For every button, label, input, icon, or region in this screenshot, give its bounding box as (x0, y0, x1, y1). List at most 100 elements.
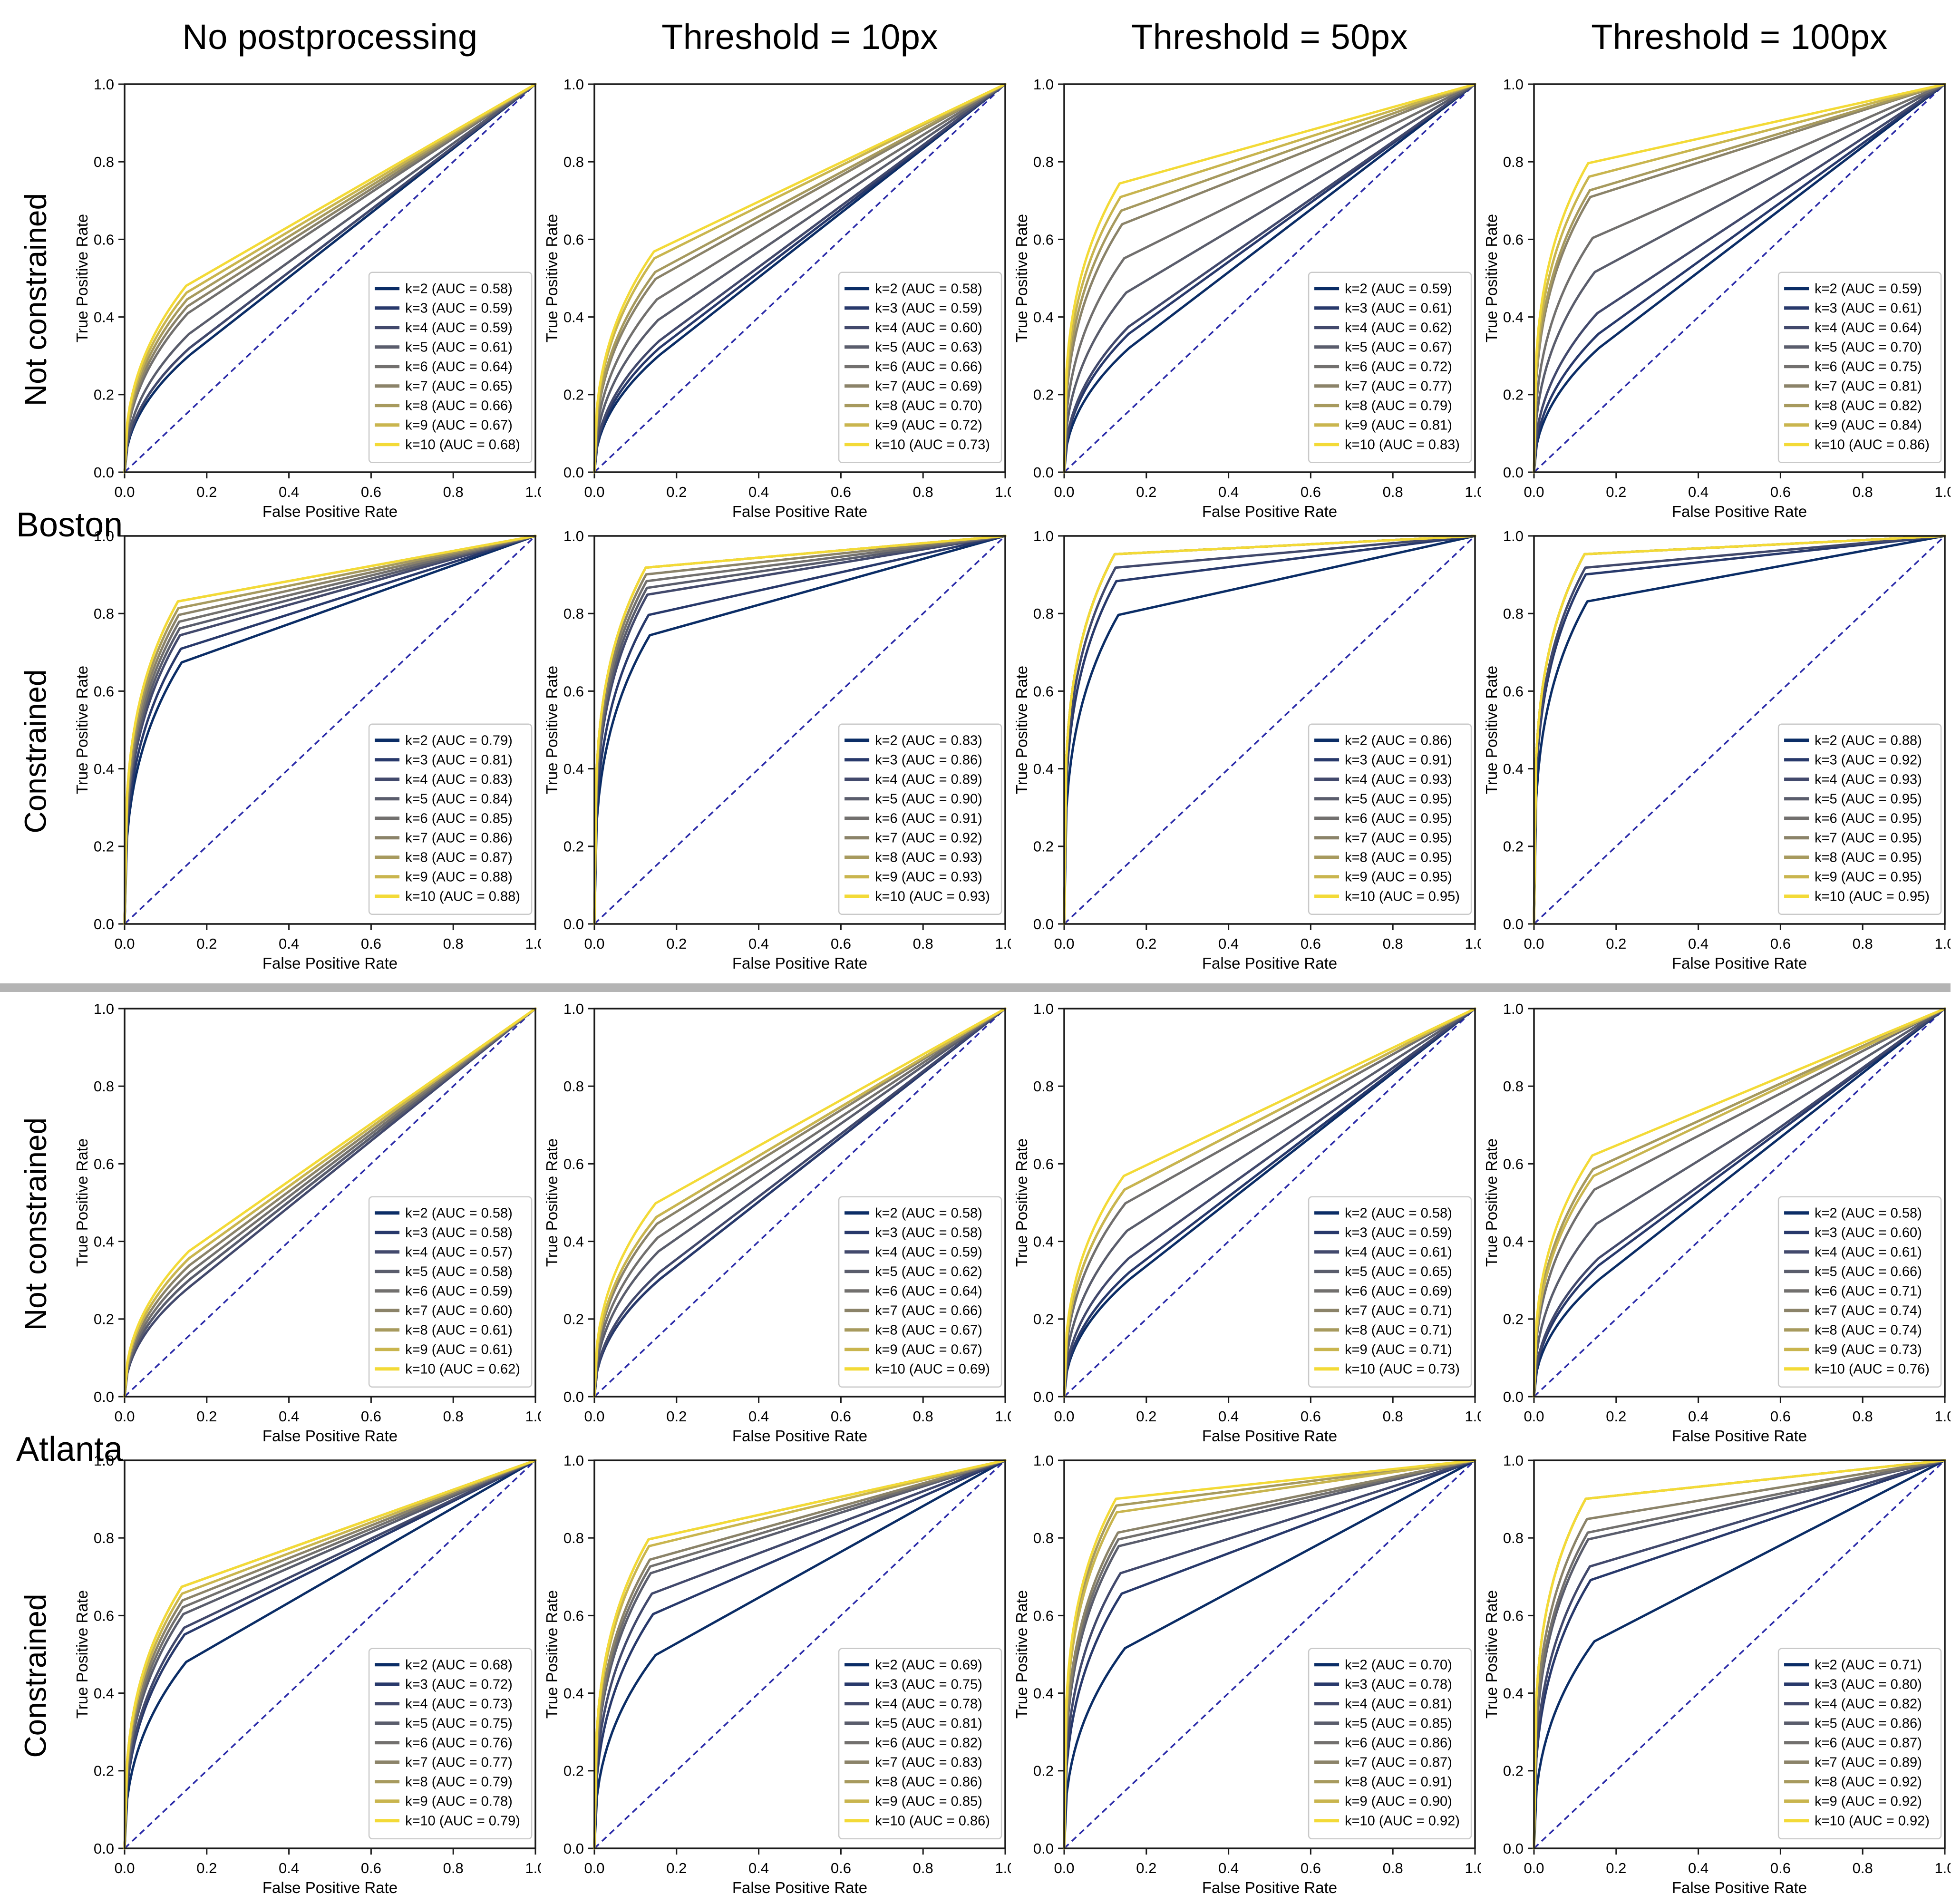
x-tick-label: 0.2 (1606, 484, 1626, 500)
legend-label-k6: k=6 (AUC = 0.85) (405, 811, 513, 826)
legend-label-k9: k=9 (AUC = 0.84) (1815, 418, 1922, 433)
plot-frame (124, 83, 536, 473)
legend-box (368, 272, 533, 464)
roc-curve-k9 (123, 1007, 537, 1398)
roc-curve-k3 (593, 534, 1007, 925)
x-tick-label: 0.2 (196, 484, 217, 500)
roc-curve-k9 (593, 1007, 1007, 1398)
legend-label-k10: k=10 (AUC = 0.95) (1345, 889, 1460, 904)
legend-label-k8: k=8 (AUC = 0.70) (875, 398, 982, 413)
x-tick-label: 0.8 (443, 1408, 464, 1425)
x-tick-label: 0.6 (831, 935, 851, 952)
y-tick-label: 0.0 (94, 464, 114, 481)
legend-label-k9: k=9 (AUC = 0.61) (405, 1342, 513, 1357)
roc-curve-k2 (593, 83, 1007, 474)
roc-plot-atlanta-constrained-100px: 0.00.0 0.2 0.2 0.4 0.4 0.6 0.6 0.8 0.8 1.0 1.0 Fals… (1481, 1450, 1951, 1902)
roc-curve-k10 (1063, 1007, 1476, 1398)
legend-label-k7: k=7 (AUC = 0.69) (875, 379, 982, 394)
x-tick-label: 0.0 (584, 484, 604, 500)
plot-frame (593, 1459, 1006, 1849)
roc-curve-k10 (123, 1459, 537, 1850)
y-tick-label: 0.0 (1503, 1840, 1524, 1857)
legend-label-k4: k=4 (AUC = 0.64) (1815, 320, 1922, 335)
plot-frame (1533, 83, 1946, 473)
y-tick-label: 0.4 (94, 1685, 114, 1701)
roc-curve-k8 (593, 83, 1007, 474)
y-tick-label: 0.4 (1503, 309, 1524, 325)
plot-frame (124, 1459, 536, 1849)
city-label-boston: Boston (16, 506, 123, 544)
legend-label-k4: k=4 (AUC = 0.89) (875, 772, 982, 787)
roc-subplot: 0.00.0 0.2 0.2 0.4 0.4 0.6 0.6 0.8 0.8 1.0 1.0 Fals… (543, 1452, 1016, 1896)
roc-subplot: 0.00.0 0.2 0.2 0.4 0.4 0.6 0.6 0.8 0.8 1.0 1.0 Fals… (1483, 76, 1951, 520)
y-tick-label: 0.8 (563, 1530, 584, 1546)
legend-label-k9: k=9 (AUC = 0.81) (1345, 418, 1452, 433)
roc-curve-k2 (1063, 1007, 1476, 1398)
x-tick-label: 0.0 (114, 1860, 135, 1876)
legend-box (838, 723, 1002, 915)
legend-label-k4: k=4 (AUC = 0.73) (405, 1696, 513, 1711)
y-tick-label: 1.0 (94, 528, 114, 544)
y-tick-label: 1.0 (1503, 1001, 1524, 1017)
y-tick-label: 0.2 (94, 1311, 114, 1328)
legend-label-k2: k=2 (AUC = 0.86) (1345, 733, 1452, 748)
roc-curve-k5 (593, 83, 1007, 474)
y-tick-label: 0.6 (1503, 683, 1524, 699)
row-label-text: Constrained (19, 669, 53, 834)
legend-label-k4: k=4 (AUC = 0.93) (1815, 772, 1922, 787)
legend-label-k2: k=2 (AUC = 0.83) (875, 733, 982, 748)
roc-curve-k10 (123, 1007, 537, 1398)
x-tick-label: 0.8 (913, 484, 933, 500)
x-tick-label: 0.4 (1688, 935, 1708, 952)
legend-label-k3: k=3 (AUC = 0.78) (1345, 1677, 1452, 1692)
legend-label-k3: k=3 (AUC = 0.75) (875, 1677, 982, 1692)
legend-label-k4: k=4 (AUC = 0.62) (1345, 320, 1452, 335)
x-tick-label: 0.8 (443, 1860, 464, 1876)
y-tick-label: 0.8 (563, 605, 584, 622)
roc-curve-k7 (593, 1007, 1007, 1398)
roc-subplot: 0.00.0 0.2 0.2 0.4 0.4 0.6 0.6 0.8 0.8 1.0 1.0 Fals… (73, 1001, 546, 1445)
row-label-text: Not constrained (19, 193, 53, 407)
legend-label-k7: k=7 (AUC = 0.95) (1815, 830, 1922, 845)
legend-label-k2: k=2 (AUC = 0.58) (405, 1205, 513, 1221)
x-tick-label: 0.2 (1136, 1860, 1156, 1876)
legend-label-k9: k=9 (AUC = 0.78) (405, 1794, 513, 1809)
roc-curve-k2 (593, 534, 1007, 925)
legend-label-k8: k=8 (AUC = 0.61) (405, 1322, 513, 1338)
x-tick-label: 0.4 (748, 935, 769, 952)
y-axis-label: True Positive Rate (543, 214, 561, 342)
legend-label-k10: k=10 (AUC = 0.76) (1815, 1361, 1930, 1377)
x-tick-label: 0.8 (1853, 935, 1873, 952)
roc-subplot: 0.00.0 0.2 0.2 0.4 0.4 0.6 0.6 0.8 0.8 1.0 1.0 Fals… (73, 528, 546, 972)
roc-curve-k2 (123, 1459, 537, 1850)
y-tick-label: 0.2 (563, 1311, 584, 1328)
y-tick-label: 0.8 (1033, 1530, 1054, 1546)
legend-box (1777, 723, 1942, 915)
legend-label-k3: k=3 (AUC = 0.61) (1815, 301, 1922, 316)
roc-curve-k2 (1533, 83, 1946, 474)
legend-label-k5: k=5 (AUC = 0.61) (405, 340, 513, 355)
x-tick-label: 0.8 (1383, 935, 1403, 952)
chance-diagonal-line (1533, 535, 1946, 925)
legend-label-k3: k=3 (AUC = 0.81) (405, 752, 513, 767)
legend-label-k8: k=8 (AUC = 0.66) (405, 398, 513, 413)
legend-label-k9: k=9 (AUC = 0.72) (875, 418, 982, 433)
x-tick-label: 0.0 (1524, 935, 1544, 952)
legend-label-k8: k=8 (AUC = 0.93) (875, 850, 982, 865)
x-axis-label: False Positive Rate (1672, 1879, 1807, 1896)
legend-label-k3: k=3 (AUC = 0.58) (875, 1225, 982, 1240)
legend-box (1308, 272, 1472, 464)
x-axis-label: False Positive Rate (262, 1427, 398, 1445)
x-tick-label: 0.6 (1301, 935, 1321, 952)
roc-subplot: 0.00.0 0.2 0.2 0.4 0.4 0.6 0.6 0.8 0.8 1.0 1.0 Fals… (1013, 1001, 1485, 1445)
legend-label-k4: k=4 (AUC = 0.83) (405, 772, 513, 787)
roc-curve-k3 (1063, 534, 1476, 925)
legend-label-k7: k=7 (AUC = 0.83) (875, 1755, 982, 1770)
roc-curve-k7 (593, 1459, 1007, 1850)
legend-label-k3: k=3 (AUC = 0.86) (875, 752, 982, 767)
roc-plot-boston-constrained-10px: 0.00.0 0.2 0.2 0.4 0.4 0.6 0.6 0.8 0.8 1.0 1.0 Fals… (541, 525, 1016, 977)
chance-diagonal-line (124, 535, 536, 925)
x-tick-label: 0.2 (1136, 1408, 1156, 1425)
x-tick-label: 0.8 (443, 935, 464, 952)
